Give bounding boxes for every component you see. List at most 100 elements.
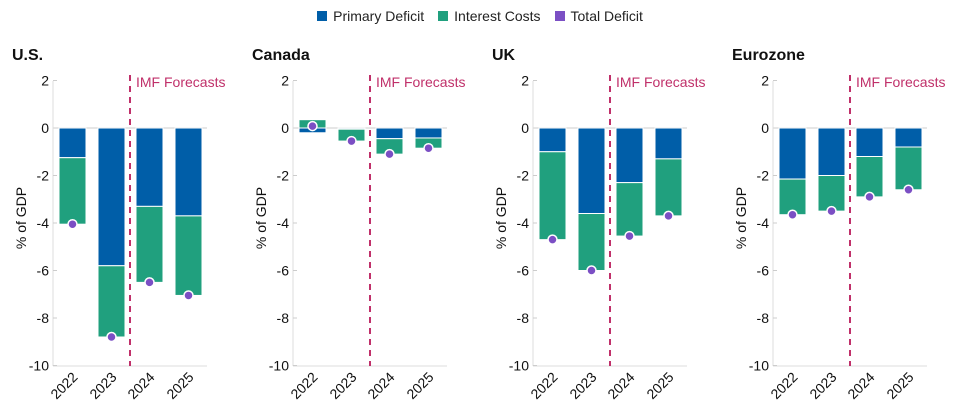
- bar-primary-deficit: [375, 127, 404, 140]
- bar-interest-costs: [817, 175, 846, 212]
- panel-title: Eurozone: [732, 47, 805, 64]
- y-tick-label: 2: [281, 73, 289, 89]
- x-tick-label: 2025: [883, 369, 916, 402]
- legend-item: Interest Costs: [438, 8, 541, 24]
- point-total-deficit: [903, 184, 914, 195]
- y-tick-label: -4: [37, 215, 50, 231]
- point-total-deficit: [106, 331, 117, 343]
- bar-interest-costs: [97, 265, 126, 338]
- point-total-deficit: [423, 142, 434, 154]
- legend-label: Interest Costs: [454, 8, 541, 24]
- bar-primary-deficit: [817, 127, 846, 176]
- y-tick-label: 0: [281, 120, 289, 136]
- y-tick-label: 0: [41, 120, 49, 136]
- bar-primary-deficit: [538, 127, 567, 153]
- y-tick-label: -10: [29, 358, 49, 374]
- point-total-deficit: [663, 210, 674, 222]
- y-axis-label: % of GDP: [253, 187, 269, 249]
- panel-title: UK: [492, 47, 516, 64]
- bar-interest-costs: [778, 178, 807, 216]
- panel-uk: UK 2 0 -2 -4 -6 -8 -10 % of GDP 2022 2023 2024 2025 I…: [492, 47, 705, 402]
- x-tick-label: 2022: [527, 369, 560, 402]
- bar-interest-costs: [135, 205, 164, 283]
- point-total-deficit: [864, 191, 875, 203]
- y-tick-label: -8: [517, 310, 530, 326]
- point-total-deficit: [384, 148, 395, 160]
- y-tick-label: -2: [37, 168, 50, 184]
- x-tick-label: 2024: [604, 369, 637, 402]
- panel-title: Canada: [252, 47, 310, 64]
- point-total-deficit: [826, 205, 837, 217]
- x-tick-label: 2023: [566, 369, 599, 402]
- legend-swatch: [317, 11, 328, 21]
- point-total-deficit: [67, 218, 78, 230]
- y-tick-label: -10: [509, 358, 529, 374]
- x-tick-label: 2025: [643, 369, 676, 402]
- legend-item: Primary Deficit: [317, 8, 424, 24]
- y-tick-label: 0: [761, 120, 769, 136]
- bar-primary-deficit: [97, 127, 126, 267]
- legend-swatch: [438, 11, 449, 21]
- x-tick-label: 2022: [287, 369, 320, 402]
- y-tick-label: 2: [41, 73, 49, 89]
- x-tick-label: 2022: [47, 369, 80, 402]
- forecast-annotation: IMF Forecasts: [376, 74, 465, 90]
- y-tick-label: -6: [277, 263, 290, 279]
- x-tick-label: 2023: [806, 369, 839, 402]
- legend-label: Primary Deficit: [333, 8, 425, 24]
- y-tick-label: -4: [517, 215, 530, 231]
- bar-primary-deficit: [174, 127, 203, 217]
- x-tick-label: 2025: [403, 369, 436, 402]
- y-tick-label: -8: [757, 310, 770, 326]
- panel-us: U.S. 2 0 -2 -4 -6 -8 -10 % of GDP 2022 2023 2024 202…: [12, 47, 225, 402]
- bar-interest-costs: [855, 156, 884, 198]
- point-total-deficit: [183, 290, 194, 301]
- bar-interest-costs: [894, 146, 923, 191]
- y-axis-label: % of GDP: [13, 187, 29, 249]
- y-tick-label: -8: [37, 310, 50, 326]
- x-tick-label: 2025: [163, 369, 196, 402]
- y-tick-label: -6: [517, 263, 530, 279]
- legend-item: Total Deficit: [554, 8, 643, 24]
- y-axis-label: % of GDP: [493, 187, 509, 249]
- bar-primary-deficit: [654, 127, 683, 160]
- x-tick-label: 2024: [364, 369, 397, 402]
- bar-primary-deficit: [615, 127, 644, 184]
- y-tick-label: -2: [757, 168, 770, 184]
- bar-primary-deficit: [894, 127, 923, 148]
- panel-title: U.S.: [12, 47, 43, 64]
- y-tick-label: -10: [749, 358, 769, 374]
- forecast-annotation: IMF Forecasts: [856, 74, 945, 90]
- legend-label: Total Deficit: [570, 8, 643, 24]
- legend-swatch: [554, 11, 565, 21]
- bar-primary-deficit: [414, 127, 443, 139]
- point-total-deficit: [787, 209, 798, 220]
- y-tick-label: 0: [521, 120, 529, 136]
- bar-interest-costs: [615, 182, 644, 237]
- y-tick-label: 2: [521, 73, 529, 89]
- point-total-deficit: [547, 234, 558, 245]
- bar-interest-costs: [58, 157, 87, 225]
- y-tick-label: -4: [277, 215, 290, 231]
- x-tick-label: 2024: [844, 369, 877, 402]
- panel-canada: Canada 2 0 -2 -4 -6 -8 -10 % of GDP 2022 2023 2024 2…: [252, 47, 465, 402]
- bar-primary-deficit: [577, 127, 606, 214]
- y-tick-label: -10: [269, 358, 289, 374]
- point-total-deficit: [144, 277, 155, 288]
- bar-interest-costs: [654, 158, 683, 217]
- y-tick-label: -8: [277, 310, 290, 326]
- y-tick-label: -2: [517, 168, 530, 184]
- x-tick-label: 2023: [326, 369, 359, 402]
- bar-primary-deficit: [135, 127, 164, 207]
- x-tick-label: 2022: [767, 369, 800, 402]
- point-total-deficit: [586, 265, 597, 276]
- bar-interest-costs: [577, 213, 606, 271]
- forecast-annotation: IMF Forecasts: [616, 74, 705, 90]
- y-tick-label: -6: [37, 263, 50, 279]
- forecast-annotation: IMF Forecasts: [136, 74, 225, 90]
- bar-interest-costs: [538, 151, 567, 241]
- x-tick-label: 2024: [124, 369, 157, 402]
- y-tick-label: -6: [757, 263, 770, 279]
